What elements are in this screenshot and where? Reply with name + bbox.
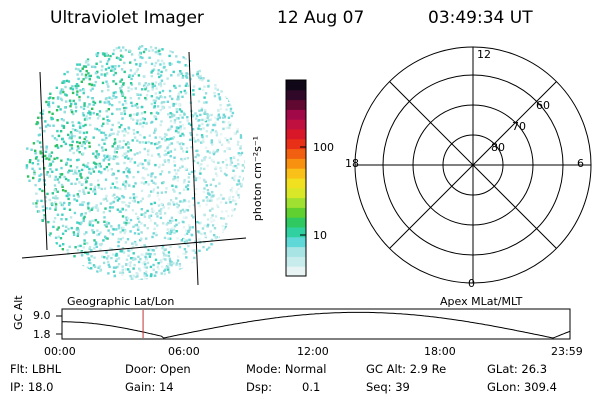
- colorbar-segment: [286, 158, 306, 169]
- colorbar-segment: [286, 148, 306, 159]
- ip-info: IP: 18.0: [10, 380, 54, 394]
- gc-alt-curve: [62, 311, 571, 339]
- colorbar-segment: [286, 246, 306, 257]
- colorbar-segment: [286, 89, 306, 101]
- glon-info: GLon: 309.4: [487, 380, 557, 394]
- mlat-label-80: 80: [491, 141, 505, 154]
- colorbar-segment: [286, 207, 306, 218]
- colorbar-segment: [286, 266, 306, 277]
- glat-info: GLat: 26.3: [487, 362, 548, 376]
- colorbar-tick-100: 100: [313, 141, 334, 154]
- colorbar-segment: [286, 119, 306, 130]
- gain-info: Gain: 14: [125, 380, 174, 394]
- seq-info: Seq: 39: [366, 380, 410, 394]
- colorbar-segment: [286, 80, 306, 91]
- colorbar-segment: [286, 256, 306, 267]
- filter-info: Flt: LBHL: [10, 362, 62, 376]
- gc-alt-axis-label: GC Alt: [12, 295, 25, 330]
- time-label: 03:49:34 UT: [428, 8, 533, 28]
- colorbar-tick-10: 10: [313, 229, 327, 242]
- instrument-title: Ultraviolet Imager: [50, 8, 204, 28]
- gc-alt-info: GC Alt: 2.9 Re: [366, 362, 447, 376]
- colorbar-segment: [286, 138, 306, 150]
- colorbar-segment: [286, 109, 306, 120]
- mlat-label-70: 70: [512, 120, 526, 133]
- date-label: 12 Aug 07: [277, 8, 365, 28]
- mlt-label-18: 18: [345, 157, 359, 170]
- geo-meridian-line: [39, 71, 48, 251]
- timeline-y-top: 9.0: [33, 309, 51, 322]
- colorbar-segment: [286, 227, 306, 238]
- colorbar-segment: [286, 197, 306, 208]
- colorbar-segment: [286, 99, 306, 110]
- timeline-tick-1200: 12:00: [297, 345, 329, 358]
- geographic-label: Geographic Lat/Lon: [67, 295, 175, 308]
- timeline-tick-1800: 18:00: [424, 345, 456, 358]
- auroral-image-disk: [25, 45, 245, 280]
- mlat-label-60: 60: [536, 99, 550, 112]
- mlt-label-0: 0: [468, 277, 475, 290]
- colorbar-segment: [286, 236, 306, 248]
- timeline-y-bottom: 1.8: [33, 328, 51, 341]
- colorbar-segment: [286, 129, 306, 140]
- mlt-label-12: 12: [477, 48, 491, 61]
- door-info: Door: Open: [125, 362, 191, 376]
- timeline-tick-2359: 23:59: [551, 345, 583, 358]
- mode-info: Mode: Normal: [246, 362, 327, 376]
- timeline-tick-0000: 00:00: [44, 345, 76, 358]
- colorbar-segment: [286, 217, 306, 228]
- dsp-value: 0.1: [302, 380, 321, 394]
- colorbar-segment: [286, 187, 306, 199]
- mlt-label-6: 6: [577, 157, 584, 170]
- geo-meridian-line: [188, 51, 199, 286]
- colorbar-segment: [286, 168, 306, 179]
- geo-latitude-line: [21, 237, 247, 259]
- dsp-label: Dsp:: [246, 380, 273, 394]
- apex-label: Apex MLat/MLT: [440, 295, 523, 308]
- colorbar-segment: [286, 178, 306, 189]
- timeline-tick-0600: 06:00: [168, 345, 200, 358]
